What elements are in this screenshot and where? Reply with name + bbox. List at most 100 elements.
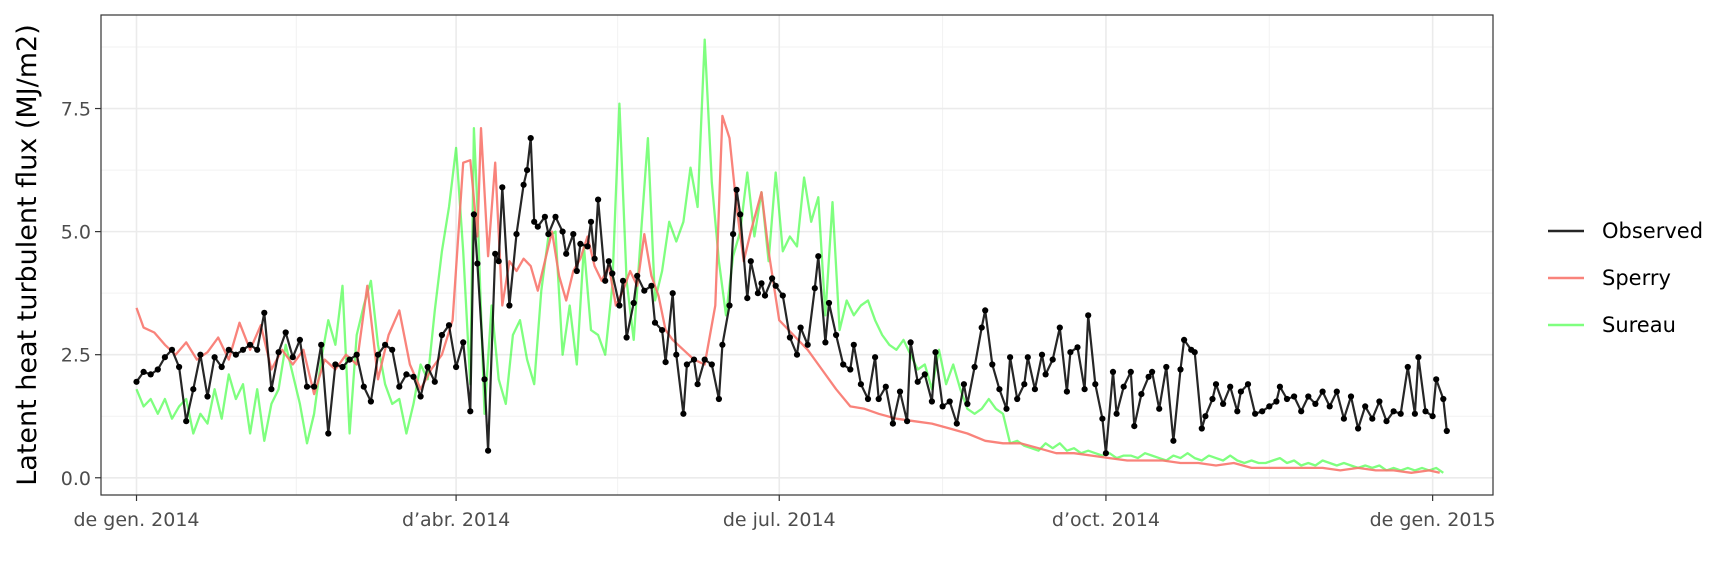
point-observed [1099, 415, 1106, 422]
point-observed [1102, 450, 1109, 457]
point-observed [822, 339, 829, 346]
point-observed [907, 339, 914, 346]
point-observed [1209, 395, 1216, 403]
point-observed [694, 381, 701, 388]
point-observed [1092, 381, 1099, 388]
point-observed [1276, 383, 1283, 390]
point-observed [875, 395, 882, 403]
point-observed [1347, 393, 1355, 400]
point-observed [382, 341, 389, 348]
y-tick-label: 7.5 [61, 99, 91, 121]
point-observed [563, 250, 570, 257]
point-observed [623, 334, 630, 341]
point-observed [715, 395, 723, 403]
point-observed [552, 213, 559, 220]
point-observed [928, 398, 936, 405]
point-observed [1362, 403, 1369, 410]
series-sperry [135, 114, 1440, 474]
point-observed [605, 258, 612, 265]
point-observed [1202, 413, 1209, 420]
point-observed [1355, 425, 1362, 432]
point-observed [140, 368, 147, 375]
point-observed [1234, 408, 1241, 415]
y-tick-label: 0.0 [61, 468, 91, 490]
series-sureau [135, 38, 1444, 474]
point-observed [1422, 408, 1429, 415]
point-observed [1252, 410, 1259, 417]
point-observed [190, 386, 197, 393]
point-observed [570, 231, 577, 238]
point-observed [1383, 418, 1390, 425]
point-observed [804, 341, 811, 348]
point-observed [467, 408, 474, 415]
point-observed [815, 253, 822, 260]
point-observed [1138, 391, 1145, 398]
point-observed [840, 361, 847, 368]
point-observed [591, 255, 598, 262]
point-observed [701, 356, 708, 363]
point-observed [584, 243, 591, 250]
point-observed [524, 167, 531, 174]
point-observed [769, 275, 776, 282]
series-layer [133, 38, 1450, 474]
point-observed [481, 376, 488, 383]
point-observed [438, 331, 445, 339]
point-observed [833, 331, 840, 339]
point-observed [1376, 398, 1383, 405]
legend-item-observed: Observed [1548, 219, 1703, 243]
point-observed [325, 430, 332, 437]
point-observed [261, 309, 268, 316]
point-observed [971, 363, 978, 371]
point-observed [797, 324, 804, 331]
point-observed [939, 403, 946, 410]
point-observed [1404, 363, 1411, 371]
point-observed [1291, 393, 1298, 400]
point-observed [761, 292, 769, 299]
point-observed [1056, 324, 1063, 331]
point-observed [495, 258, 502, 265]
point-observed [587, 218, 595, 225]
point-observed [247, 341, 254, 348]
point-observed [282, 329, 289, 336]
point-observed [161, 354, 168, 361]
point-observed [1156, 405, 1163, 412]
point-observed [847, 366, 854, 373]
point-observed [1177, 366, 1184, 373]
point-observed [559, 228, 566, 235]
point-observed [417, 393, 424, 400]
point-observed [374, 351, 382, 358]
point-observed [183, 418, 190, 425]
point-observed [914, 378, 921, 385]
point-observed [470, 211, 477, 218]
legend-label-sperry: Sperry [1602, 266, 1671, 290]
point-observed [1038, 351, 1046, 358]
point-observed [680, 410, 687, 417]
point-observed [1113, 410, 1120, 417]
point-observed [1429, 413, 1436, 420]
point-observed [1326, 403, 1333, 410]
point-observed [708, 361, 715, 368]
point-observed [168, 346, 176, 353]
legend-item-sperry: Sperry [1548, 266, 1671, 290]
point-observed [275, 349, 282, 356]
point-observed [641, 287, 648, 294]
point-observed [147, 371, 154, 378]
point-observed [1433, 376, 1440, 383]
point-observed [1333, 388, 1340, 395]
point-observed [268, 386, 275, 393]
point-observed [1127, 368, 1134, 375]
point-observed [396, 383, 403, 390]
point-observed [339, 363, 346, 371]
point-observed [1369, 415, 1376, 422]
legend-label-observed: Observed [1602, 219, 1703, 243]
point-observed [474, 260, 481, 267]
point-observed [602, 277, 609, 284]
series-observed [133, 135, 1450, 457]
plot-panel [101, 15, 1493, 495]
legend-item-sureau: Sureau [1548, 313, 1676, 337]
point-observed [1273, 398, 1280, 405]
point-observed [1340, 415, 1347, 422]
point-observed [730, 231, 737, 238]
point-observed [1021, 381, 1028, 388]
point-observed [1227, 383, 1234, 390]
